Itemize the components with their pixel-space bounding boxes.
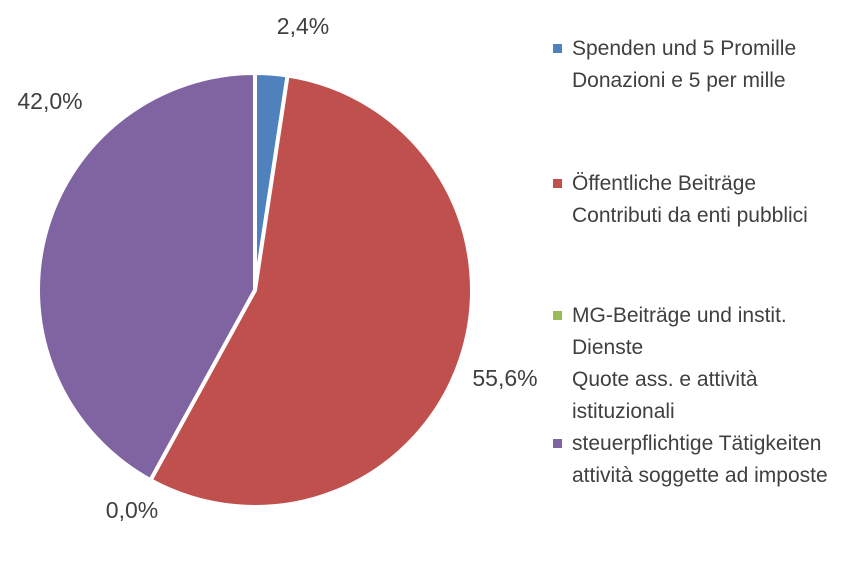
legend-item: Öffentliche Beiträge Contributi da enti … — [553, 168, 853, 232]
legend-item: steuerpflichtige Tätigkeiten attività so… — [553, 428, 853, 492]
legend-swatch — [553, 44, 562, 53]
legend-label: MG-Beiträge und instit. Dienste Quote as… — [572, 304, 787, 423]
pie-slice — [35, 71, 257, 483]
legend-item: Spenden und 5 Promille Donazioni e 5 per… — [553, 33, 853, 97]
pie-slice — [148, 73, 474, 509]
data-label: 42,0% — [17, 88, 82, 114]
legend-label: Spenden und 5 Promille Donazioni e 5 per… — [572, 37, 797, 92]
legend-label: steuerpflichtige Tätigkeiten attività so… — [572, 432, 828, 487]
data-label: 55,6% — [472, 365, 537, 391]
legend-swatch — [553, 179, 562, 188]
data-label: 2,4% — [277, 13, 329, 39]
data-label: 0,0% — [106, 497, 158, 523]
legend-item: MG-Beiträge und instit. Dienste Quote as… — [553, 300, 853, 428]
legend-swatch — [553, 311, 562, 320]
legend-swatch — [553, 439, 562, 448]
legend-label: Öffentliche Beiträge Contributi da enti … — [572, 172, 808, 227]
